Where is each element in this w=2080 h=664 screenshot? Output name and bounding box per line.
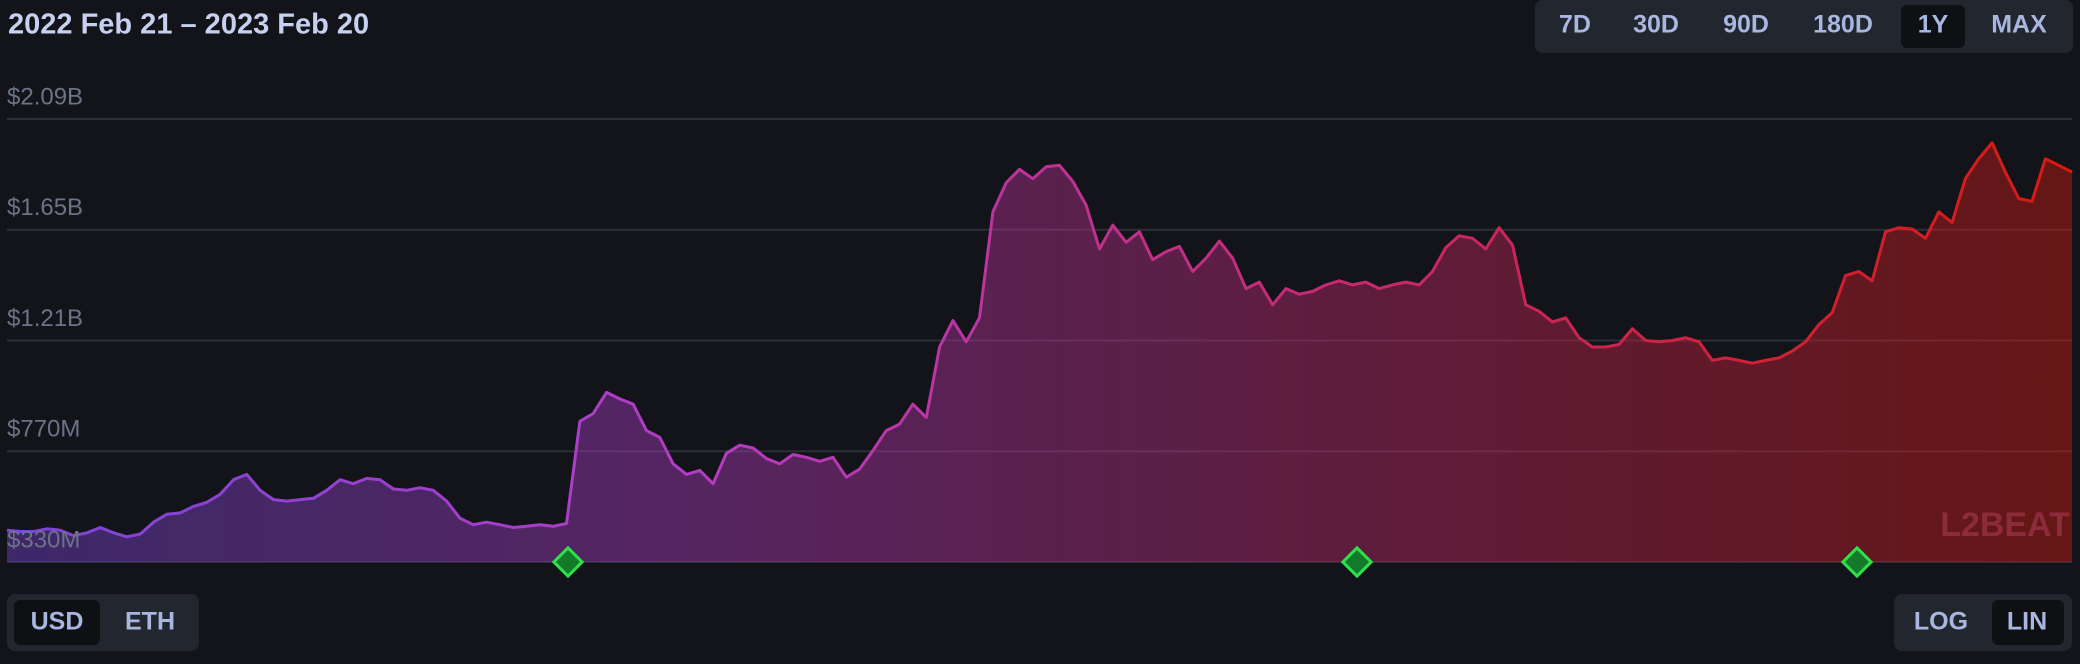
y-tick-label: $330M	[7, 526, 80, 553]
toggle-button[interactable]: MAX	[1991, 11, 2047, 39]
y-tick-label: $1.21B	[7, 305, 83, 332]
active-button-bg	[14, 600, 100, 645]
toggle-button[interactable]: 1Y	[1918, 11, 1949, 39]
toggle-button[interactable]: LIN	[2007, 608, 2047, 636]
y-tick-label: $2.09B	[7, 83, 83, 110]
toggle-button[interactable]: 90D	[1723, 11, 1769, 39]
value-line	[6, 141, 2073, 539]
plot-area	[6, 118, 2073, 563]
milestone[interactable]	[551, 545, 585, 579]
toggle-button[interactable]: ETH	[125, 608, 175, 636]
active-button-bg	[1992, 600, 2064, 645]
milestone[interactable]	[1840, 545, 1874, 579]
y-tick-label: $1.65B	[7, 194, 83, 221]
active-button-bg	[1901, 5, 1965, 48]
toggle-button[interactable]: 7D	[1559, 11, 1591, 39]
y-tick-label: $770M	[7, 416, 80, 443]
milestones	[551, 545, 1874, 579]
toggle-button[interactable]: 180D	[1813, 11, 1873, 39]
toggle-button[interactable]: LOG	[1914, 608, 1968, 636]
watermark: L2BEAT	[1940, 506, 2070, 544]
milestone[interactable]	[1340, 545, 1374, 579]
toggle-button[interactable]: USD	[31, 608, 84, 636]
date-range-title: 2022 Feb 21 – 2023 Feb 20	[8, 9, 369, 41]
toggle-button[interactable]: 30D	[1633, 11, 1679, 39]
area-fill	[7, 142, 2072, 562]
